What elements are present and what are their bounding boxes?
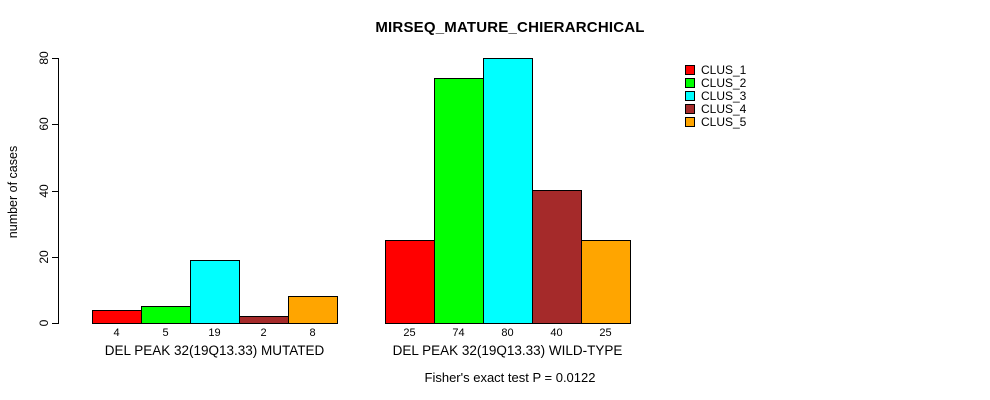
y-axis-tick-label: 60: [37, 117, 51, 131]
bar-clus-4-group-2: [532, 190, 582, 324]
legend-label: CLUS_5: [701, 115, 747, 129]
bar-value-label: 5: [162, 327, 169, 339]
bar-value-label: 40: [550, 327, 563, 339]
legend: CLUS_1 CLUS_2 CLUS_3 CLUS_4 CLUS_5: [685, 63, 747, 129]
y-axis-title: number of cases: [6, 145, 20, 239]
legend-item: CLUS_2: [685, 76, 747, 90]
bar-value-label: 19: [208, 327, 221, 339]
bar-value-label: 8: [309, 327, 316, 339]
x-axis-group-label: DEL PEAK 32(19Q13.33) WILD-TYPE: [392, 343, 623, 358]
bar-value-label: 74: [452, 327, 465, 339]
legend-swatch-icon: [685, 117, 695, 127]
y-axis-tick-label: 0: [37, 319, 51, 327]
legend-label: CLUS_4: [701, 102, 747, 116]
legend-item: CLUS_3: [685, 89, 747, 103]
legend-label: CLUS_2: [701, 76, 747, 90]
legend-swatch-icon: [685, 91, 695, 101]
y-axis-tick: [52, 257, 59, 259]
bar-clus-2-group-2: [434, 78, 484, 324]
bar-clus-1-group-2: [385, 240, 435, 324]
bar-clus-4-group-1: [239, 316, 289, 324]
legend-item: CLUS_4: [685, 102, 747, 116]
chart-title: MIRSEQ_MATURE_CHIERARCHICAL: [375, 19, 645, 36]
bar-value-label: 2: [260, 327, 267, 339]
legend-swatch-icon: [685, 65, 695, 75]
bar-clus-3-group-2: [483, 58, 533, 324]
y-axis-tick: [52, 191, 59, 193]
y-axis-tick-label: 20: [37, 250, 51, 264]
bar-value-label: 80: [501, 327, 514, 339]
legend-swatch-icon: [685, 104, 695, 114]
annotation-fisher-test: Fisher's exact test P = 0.0122: [424, 370, 596, 385]
bar-value-label: 25: [599, 327, 612, 339]
y-axis-tick: [52, 58, 59, 60]
bar-clus-1-group-1: [92, 310, 142, 324]
legend-swatch-icon: [685, 78, 695, 88]
y-axis-tick: [52, 323, 59, 325]
y-axis-tick-label: 40: [37, 184, 51, 198]
bar-value-label: 25: [403, 327, 416, 339]
bar-clus-3-group-1: [190, 260, 240, 324]
bar-value-label: 4: [113, 327, 120, 339]
bar-clus-2-group-1: [141, 306, 191, 324]
legend-item: CLUS_5: [685, 115, 747, 129]
bar-clus-5-group-1: [288, 296, 338, 324]
legend-item: CLUS_1: [685, 63, 747, 77]
x-axis-group-label: DEL PEAK 32(19Q13.33) MUTATED: [104, 343, 325, 358]
y-axis-tick-label: 80: [37, 51, 51, 65]
y-axis-tick: [52, 124, 59, 126]
legend-label: CLUS_1: [701, 63, 747, 77]
bar-clus-5-group-2: [581, 240, 631, 324]
legend-label: CLUS_3: [701, 89, 747, 103]
